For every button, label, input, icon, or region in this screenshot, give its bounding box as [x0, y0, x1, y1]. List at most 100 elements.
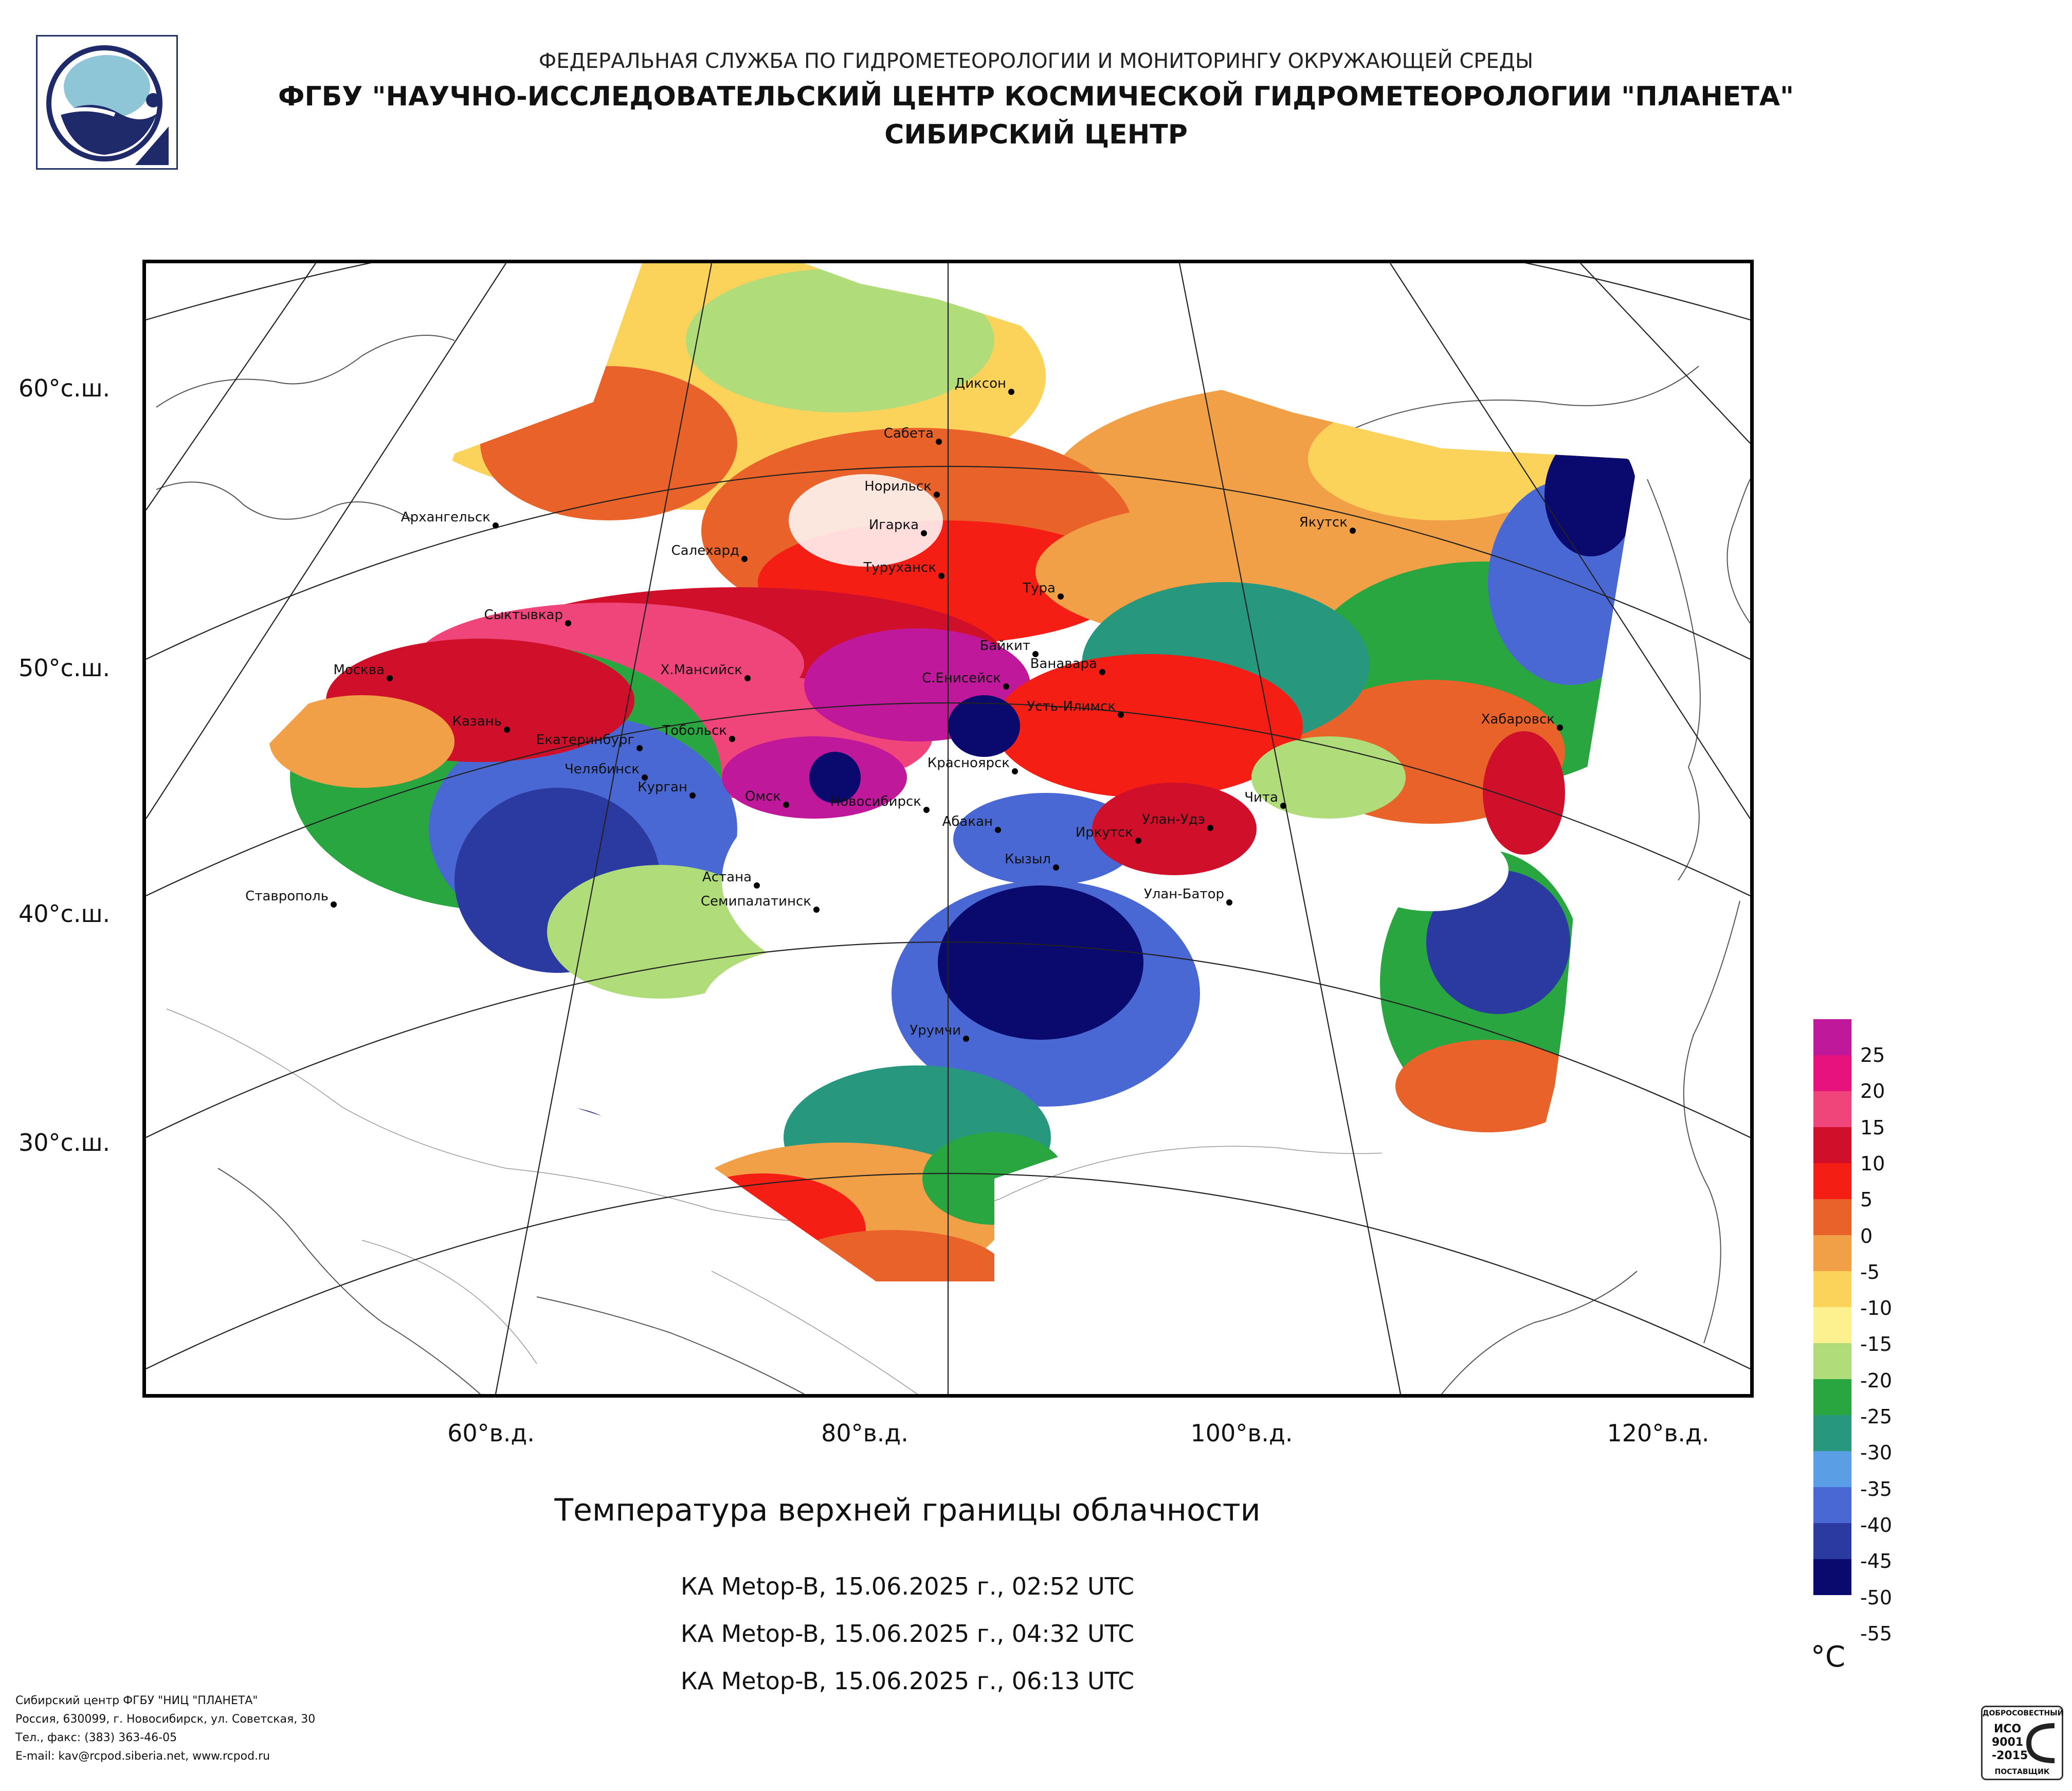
- city-label: Архангельск: [401, 510, 490, 525]
- city-marker: [995, 827, 1001, 833]
- legend-swatch: [1813, 1307, 1851, 1343]
- city-label: Кызыл: [1005, 852, 1051, 867]
- city-label: Якутск: [1299, 515, 1348, 530]
- city-marker: [1280, 803, 1286, 809]
- city-label: Улан-Батор: [1144, 887, 1224, 902]
- city-label: Тобольск: [662, 723, 727, 738]
- city-marker: [1226, 899, 1232, 906]
- city-label: Ставрополь: [245, 889, 329, 904]
- city-marker: [565, 620, 571, 626]
- city-label: Курган: [638, 780, 687, 795]
- header-agency: ФЕДЕРАЛЬНАЯ СЛУЖБА ПО ГИДРОМЕТЕОРОЛОГИИ …: [538, 49, 1534, 73]
- city-marker: [1032, 651, 1039, 657]
- legend-value: 15: [1860, 1116, 1885, 1139]
- legend-value: -40: [1860, 1513, 1893, 1536]
- legend-swatch: [1813, 1487, 1851, 1523]
- legend-swatch: [1813, 1019, 1851, 1055]
- city-marker: [921, 530, 927, 536]
- city-marker: [1099, 669, 1105, 675]
- legend-value: 25: [1860, 1044, 1885, 1066]
- city-marker: [1008, 389, 1014, 395]
- header-institute: ФГБУ "НАУЧНО-ИССЛЕДОВАТЕЛЬСКИЙ ЦЕНТР КОС…: [278, 81, 1794, 112]
- lon-label-80: 80°в.д.: [821, 1419, 908, 1447]
- legend-value: -50: [1860, 1586, 1893, 1609]
- city-marker: [1350, 528, 1356, 534]
- city-marker: [1207, 825, 1213, 831]
- legend-value: -35: [1860, 1477, 1893, 1500]
- city-marker: [1012, 768, 1018, 774]
- city-marker: [1557, 725, 1563, 731]
- legend-value: 0: [1860, 1224, 1873, 1247]
- map-canvas: Диксон Сабета Норильск Игарка Архангельск Сал…: [146, 263, 1750, 1394]
- city-marker: [1053, 864, 1059, 871]
- lon-label-60: 60°в.д.: [447, 1419, 535, 1447]
- legend-swatch: [1813, 1127, 1851, 1163]
- city-label: Омск: [745, 789, 781, 804]
- city-label: Чита: [1244, 790, 1278, 805]
- legend-swatch: [1813, 1559, 1851, 1595]
- city-label: Челябинск: [565, 762, 640, 777]
- iso-badge-bottom: ПОСТАВЩИК: [1994, 1768, 2050, 1776]
- city-label: Диксон: [955, 376, 1006, 391]
- city-marker: [1058, 593, 1064, 600]
- city-marker: [813, 907, 820, 913]
- city-marker: [938, 573, 944, 579]
- city-marker: [637, 745, 643, 751]
- city-marker: [504, 727, 510, 733]
- city-label: Сыктывкар: [484, 607, 563, 623]
- legend-value: -15: [1860, 1333, 1893, 1356]
- city-label: Абакан: [942, 814, 993, 829]
- legend-value: 10: [1860, 1152, 1885, 1175]
- pass-line-3: КА Metop-B, 15.06.2025 г., 06:13 UTC: [680, 1667, 1135, 1695]
- city-label: Усть-Илимск: [1027, 699, 1116, 714]
- iso-badge-line3: -2015: [1992, 1749, 2028, 1762]
- city-label: Иркутск: [1076, 825, 1133, 840]
- city-label: Красноярск: [928, 755, 1010, 771]
- legend-value: -10: [1860, 1297, 1893, 1320]
- city-marker: [331, 901, 337, 908]
- legend-swatch: [1813, 1091, 1851, 1127]
- footer-line-4: E-mail: kav@rcpod.siberia.net, www.rcpod…: [15, 1750, 270, 1763]
- lon-label-100: 100°в.д.: [1190, 1419, 1293, 1447]
- legend-swatch: [1813, 1523, 1851, 1559]
- city-marker: [934, 492, 940, 498]
- legend-swatch: [1813, 1199, 1851, 1235]
- legend-swatch: [1813, 1415, 1851, 1451]
- city-label: Улан-Удэ: [1142, 812, 1205, 827]
- city-label: Семипалатинск: [701, 894, 811, 909]
- city-marker: [783, 802, 789, 808]
- city-marker: [387, 675, 393, 681]
- iso-badge: ДОБРОСОВЕСТНЫЙ ИСО 9001 -2015 ПОСТАВЩИК: [1981, 1706, 2063, 1780]
- city-label: Туруханск: [863, 560, 936, 575]
- city-label: С.Енисейск: [922, 671, 1001, 686]
- city-marker: [741, 556, 748, 562]
- city-label: Екатеринбург: [536, 732, 634, 748]
- iso-badge-mark: [2026, 1723, 2055, 1763]
- city-label: Ванавара: [1030, 656, 1097, 672]
- legend-swatch: [1813, 1379, 1851, 1415]
- city-label: Х.Мансийск: [660, 662, 742, 678]
- pass-line-2: КА Metop-B, 15.06.2025 г., 04:32 UTC: [680, 1620, 1135, 1648]
- city-label: Тура: [1022, 581, 1056, 596]
- city-marker: [754, 882, 760, 889]
- legend-swatch: [1813, 1235, 1851, 1271]
- city-marker: [744, 675, 751, 681]
- city-marker: [689, 792, 696, 799]
- city-label: Урумчи: [910, 1023, 961, 1038]
- lon-label-120: 120°в.д.: [1607, 1419, 1710, 1447]
- city-label: Новосибирск: [830, 794, 921, 809]
- legend-swatch: [1813, 1163, 1851, 1199]
- legend-swatch: [1813, 1055, 1851, 1091]
- legend-value: -20: [1860, 1369, 1893, 1392]
- legend-swatch: [1813, 1343, 1851, 1379]
- lat-label-60: 60°с.ш.: [19, 374, 111, 402]
- city-marker: [1135, 838, 1141, 844]
- temperature-legend: [1813, 1019, 1851, 1595]
- legend-value: -55: [1860, 1622, 1893, 1645]
- city-marker: [729, 736, 735, 742]
- city-marker: [642, 774, 648, 781]
- legend-value: -25: [1860, 1405, 1893, 1428]
- city-marker: [1118, 712, 1124, 718]
- city-label: Игарка: [869, 517, 919, 533]
- legend-value: 5: [1860, 1188, 1873, 1211]
